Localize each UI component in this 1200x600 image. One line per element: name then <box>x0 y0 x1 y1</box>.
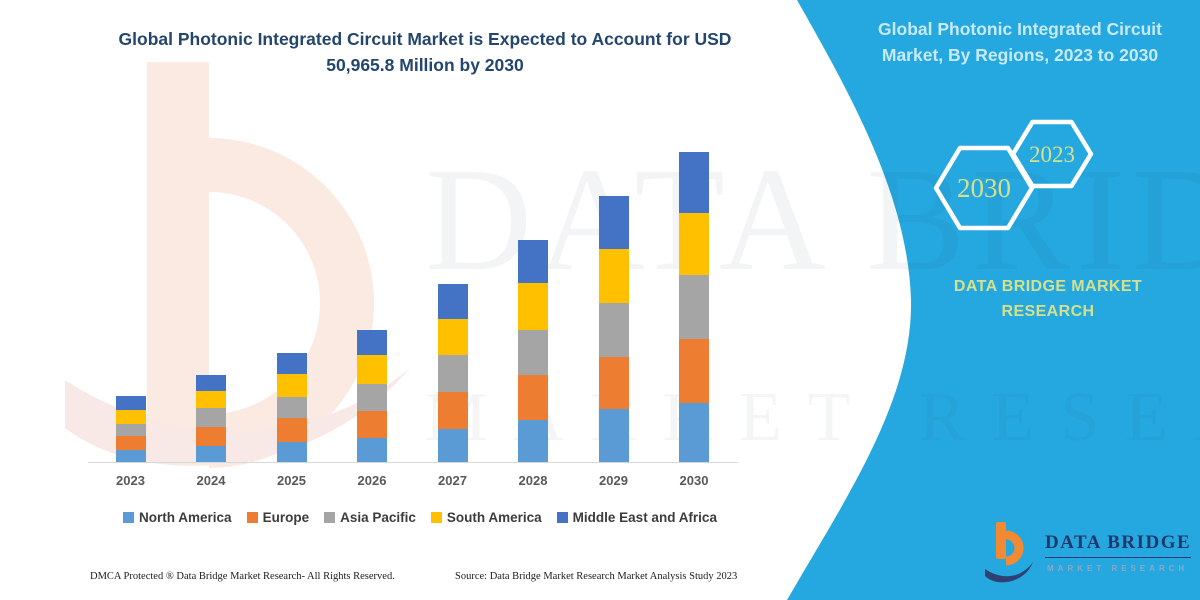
segment-south-america-2024 <box>196 391 226 408</box>
legend-item-north-america: North America <box>123 510 232 525</box>
legend-label: Middle East and Africa <box>572 510 717 525</box>
legend-swatch-middle-east-and-africa <box>556 512 568 523</box>
brand-name-block: DATA BRIDGE MARKET RESEARCH <box>880 274 1200 324</box>
segment-north-america-2025 <box>276 442 307 462</box>
bar-2027 <box>437 284 468 462</box>
legend-item-asia-pacific: Asia Pacific <box>324 510 416 525</box>
segment-asia-pacific-2029 <box>598 302 629 357</box>
segment-europe-2026 <box>357 411 387 438</box>
segment-asia-pacific-2030 <box>679 275 709 340</box>
x-axis-labels: 2023 2024 2025 2026 2027 2028 2029 2030 <box>90 473 735 493</box>
segment-north-america-2029 <box>598 408 629 462</box>
legend-item-middle-east-and-africa: Middle East and Africa <box>556 510 717 525</box>
segment-europe-2024 <box>196 427 226 447</box>
chart-title: Global Photonic Integrated Circuit Marke… <box>80 26 770 78</box>
segment-europe-2027 <box>437 392 468 429</box>
brand-name-line2: RESEARCH <box>1001 303 1095 320</box>
data-bridge-logo: DATA BRIDGE MARKET RESEARCH <box>985 520 1195 590</box>
legend: North America Europe Asia Pacific South Ame… <box>65 510 775 525</box>
footer-dmca-text: DMCA Protected ® Data Bridge Market Rese… <box>90 571 395 582</box>
bar-2026 <box>357 330 387 462</box>
segment-middle-east-and-africa-2028 <box>518 240 548 284</box>
legend-label: South America <box>446 510 542 525</box>
segment-middle-east-and-africa-2026 <box>357 330 387 356</box>
x-tick-2026: 2026 <box>357 473 387 488</box>
logo-tagline: MARKET RESEARCH <box>1047 564 1189 573</box>
chart-title-line1: Global Photonic Integrated Circuit Marke… <box>118 29 732 49</box>
x-tick-2030: 2030 <box>679 473 709 488</box>
segment-middle-east-and-africa-2029 <box>598 196 629 250</box>
segment-north-america-2028 <box>518 419 548 462</box>
brand-name-line1: DATA BRIDGE MARKET <box>953 278 1143 295</box>
segment-europe-2025 <box>276 418 307 442</box>
segment-south-america-2029 <box>598 249 629 303</box>
panel-title-line1: Global Photonic Integrated Circuit <box>878 19 1162 39</box>
legend-swatch-north-america <box>123 512 135 523</box>
bar-2030 <box>679 152 709 462</box>
x-tick-2024: 2024 <box>196 473 226 488</box>
year-hexagons: 2030 2023 <box>933 119 1094 231</box>
segment-south-america-2023 <box>115 409 146 424</box>
x-tick-2028: 2028 <box>518 473 548 488</box>
segment-south-america-2025 <box>276 374 307 397</box>
legend-swatch-europe <box>246 512 258 523</box>
segment-south-america-2028 <box>518 283 548 331</box>
bar-2024 <box>196 374 226 462</box>
segment-europe-2023 <box>115 436 146 450</box>
panel-title-line2: Market, By Regions, 2023 to 2030 <box>881 45 1159 65</box>
segment-middle-east-and-africa-2027 <box>437 284 468 319</box>
legend-label: Europe <box>262 510 310 525</box>
legend-item-europe: Europe <box>246 510 310 525</box>
segment-north-america-2030 <box>679 402 709 462</box>
panel-title: Global Photonic Integrated Circuit Marke… <box>840 16 1200 68</box>
legend-label: Asia Pacific <box>340 510 416 525</box>
segment-south-america-2027 <box>437 318 468 356</box>
segment-asia-pacific-2023 <box>115 423 146 437</box>
segment-asia-pacific-2027 <box>437 355 468 393</box>
bar-2025 <box>276 352 307 462</box>
legend-swatch-asia-pacific <box>324 512 336 523</box>
x-tick-2025: 2025 <box>277 473 306 488</box>
segment-asia-pacific-2024 <box>196 407 226 428</box>
segment-middle-east-and-africa-2023 <box>115 396 146 410</box>
hexagon-2023-label: 2023 <box>1029 142 1075 167</box>
hexagon-2023 <box>1010 119 1094 189</box>
hexagon-2030-label: 2030 <box>957 173 1011 203</box>
data-bridge-logo-icon <box>985 522 1033 583</box>
logo-wordmark: DATA BRIDGE <box>1045 532 1192 558</box>
segment-asia-pacific-2028 <box>518 330 548 376</box>
x-axis-line <box>88 462 738 463</box>
segment-north-america-2027 <box>437 428 468 462</box>
datab-watermark-logo <box>65 62 410 468</box>
legend-label: North America <box>139 510 232 525</box>
x-tick-2027: 2027 <box>438 473 467 488</box>
segment-middle-east-and-africa-2030 <box>679 152 709 213</box>
segment-middle-east-and-africa-2024 <box>196 374 226 392</box>
segment-europe-2028 <box>518 375 548 420</box>
segment-north-america-2023 <box>115 449 146 462</box>
segment-europe-2030 <box>679 339 709 403</box>
bar-2028 <box>518 240 548 462</box>
segment-north-america-2024 <box>196 446 226 462</box>
bar-2029 <box>598 196 629 462</box>
segment-asia-pacific-2025 <box>276 396 307 419</box>
footer-source-text: Source: Data Bridge Market Research Mark… <box>455 571 738 582</box>
segment-north-america-2026 <box>357 437 387 462</box>
bar-2023 <box>115 396 146 462</box>
legend-item-south-america: South America <box>430 510 542 525</box>
x-tick-2029: 2029 <box>599 473 628 488</box>
x-tick-2023: 2023 <box>116 473 145 488</box>
segment-asia-pacific-2026 <box>357 384 387 412</box>
legend-swatch-south-america <box>430 512 442 523</box>
segment-europe-2029 <box>598 356 629 409</box>
segment-middle-east-and-africa-2025 <box>276 352 307 375</box>
chart-title-line2: 50,965.8 Million by 2030 <box>326 55 524 75</box>
plot-area <box>90 146 735 462</box>
segment-south-america-2026 <box>357 355 387 385</box>
segment-south-america-2030 <box>679 212 709 276</box>
